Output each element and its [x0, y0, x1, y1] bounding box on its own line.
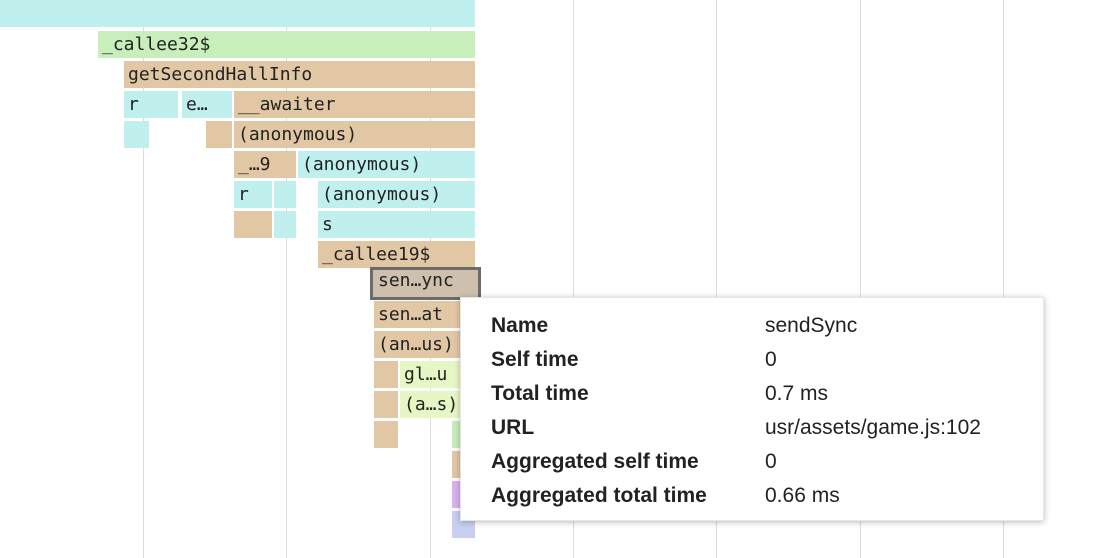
grid-line — [716, 0, 717, 558]
flame-frame[interactable] — [274, 211, 296, 238]
flame-frame[interactable] — [374, 361, 398, 388]
flame-frame[interactable]: _callee19$ — [318, 241, 475, 268]
grid-line — [860, 0, 861, 558]
tooltip-row-aggregated-total-time: Aggregated total time 0.66 ms — [491, 484, 1033, 514]
flame-frame[interactable]: (anonymous) — [318, 181, 475, 208]
tooltip-key: Name — [491, 314, 549, 337]
flame-frame[interactable] — [274, 181, 296, 208]
tooltip-row-name: Name sendSync — [491, 314, 1033, 344]
grid-line — [286, 0, 287, 558]
tooltip-key: Aggregated self time — [491, 450, 699, 473]
grid-line — [143, 0, 144, 558]
flame-frame[interactable] — [234, 211, 272, 238]
flame-frame[interactable] — [0, 0, 475, 27]
tooltip-key: Self time — [491, 348, 579, 371]
flame-frame[interactable]: __awaiter — [234, 91, 475, 118]
tooltip-row-url: URL usr/assets/game.js:102 — [491, 416, 1033, 446]
flame-frame[interactable]: r — [234, 181, 272, 208]
grid-line — [1003, 0, 1004, 558]
tooltip-row-aggregated-self-time: Aggregated self time 0 — [491, 450, 1033, 480]
grid-line — [573, 0, 574, 558]
tooltip-value: usr/assets/game.js:102 — [765, 416, 981, 439]
flame-frame[interactable]: _callee32$ — [98, 31, 475, 58]
flame-frame[interactable] — [124, 121, 149, 148]
tooltip-value: 0.66 ms — [765, 484, 840, 507]
flame-frame[interactable] — [206, 121, 232, 148]
tooltip-key: Aggregated total time — [491, 484, 707, 507]
flame-frame[interactable]: r — [124, 91, 178, 118]
tooltip-row-self-time: Self time 0 — [491, 348, 1033, 378]
tooltip-value: 0.7 ms — [765, 382, 829, 405]
flame-frame[interactable]: e… — [182, 91, 232, 118]
flame-frame[interactable]: sen…at — [374, 301, 475, 328]
flame-frame-selected[interactable]: sen…ync — [370, 267, 481, 300]
tooltip-value: 0 — [765, 450, 777, 473]
tooltip-row-total-time: Total time 0.7 ms — [491, 382, 1033, 412]
flame-frame[interactable]: (anonymous) — [298, 151, 475, 178]
flame-frame[interactable]: (an…us) — [374, 331, 475, 358]
tooltip-value: 0 — [765, 348, 777, 371]
flame-frame[interactable]: _…9 — [234, 151, 296, 178]
tooltip-key: URL — [491, 416, 535, 439]
tooltip-key: Total time — [491, 382, 589, 405]
flame-frame[interactable]: s — [318, 211, 475, 238]
flame-frame[interactable]: (anonymous) — [234, 121, 475, 148]
flame-frame[interactable] — [374, 421, 398, 448]
flame-frame[interactable] — [374, 391, 398, 418]
frame-tooltip: Name sendSync Self time 0 Total time 0.7… — [460, 297, 1044, 521]
flame-frame[interactable]: getSecondHallInfo — [124, 61, 475, 88]
tooltip-value: sendSync — [765, 314, 858, 337]
